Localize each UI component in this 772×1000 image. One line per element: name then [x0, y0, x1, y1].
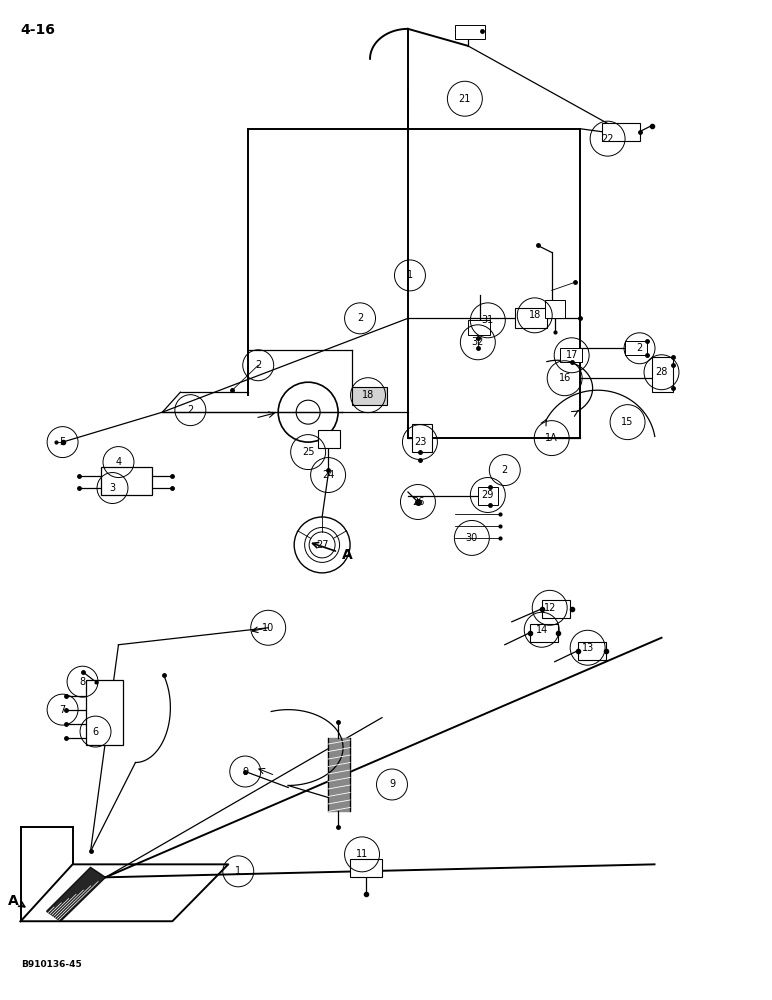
Polygon shape [328, 738, 350, 811]
FancyBboxPatch shape [530, 624, 557, 642]
Text: A: A [8, 894, 19, 908]
Text: 17: 17 [565, 350, 578, 360]
Text: 31: 31 [482, 315, 494, 325]
FancyBboxPatch shape [350, 859, 382, 877]
Text: 21: 21 [459, 94, 471, 104]
FancyBboxPatch shape [601, 123, 639, 141]
FancyBboxPatch shape [86, 680, 124, 745]
Text: 2: 2 [188, 405, 194, 415]
Text: 22: 22 [601, 134, 614, 144]
Text: 18: 18 [362, 390, 374, 400]
Text: 27: 27 [316, 540, 328, 550]
Text: A: A [342, 548, 353, 562]
FancyBboxPatch shape [352, 387, 387, 405]
Text: 10: 10 [262, 623, 274, 633]
Polygon shape [46, 867, 106, 921]
FancyBboxPatch shape [652, 357, 673, 392]
Text: 1A: 1A [545, 433, 558, 443]
Text: 3: 3 [110, 483, 116, 493]
Text: 30: 30 [466, 533, 478, 543]
Text: 16: 16 [559, 373, 571, 383]
Text: 8: 8 [80, 677, 86, 687]
Text: 15: 15 [621, 417, 634, 427]
Text: 11: 11 [356, 849, 368, 859]
Text: 1: 1 [235, 866, 242, 876]
FancyBboxPatch shape [100, 467, 152, 495]
FancyBboxPatch shape [468, 320, 489, 335]
Text: 2: 2 [357, 313, 363, 323]
Text: 2: 2 [255, 360, 262, 370]
Text: 29: 29 [482, 490, 494, 500]
FancyBboxPatch shape [560, 348, 581, 362]
Text: 28: 28 [655, 367, 668, 377]
FancyBboxPatch shape [542, 600, 570, 618]
Text: 2: 2 [636, 343, 642, 353]
FancyBboxPatch shape [545, 300, 564, 318]
Text: 9: 9 [242, 767, 249, 777]
Text: 2: 2 [502, 465, 508, 475]
FancyBboxPatch shape [515, 308, 547, 328]
Text: 12: 12 [543, 603, 556, 613]
Text: 4: 4 [116, 457, 121, 467]
Text: 25: 25 [302, 447, 314, 457]
Text: 32: 32 [472, 337, 484, 347]
Text: 5: 5 [59, 437, 66, 447]
Text: 24: 24 [322, 470, 334, 480]
Text: 13: 13 [581, 643, 594, 653]
Text: 7: 7 [59, 705, 66, 715]
Text: 14: 14 [536, 625, 548, 635]
Text: 23: 23 [414, 437, 426, 447]
FancyBboxPatch shape [318, 430, 340, 448]
Text: 18: 18 [529, 310, 541, 320]
FancyBboxPatch shape [625, 341, 646, 355]
FancyBboxPatch shape [455, 25, 485, 39]
Text: 26: 26 [411, 497, 424, 507]
Text: 6: 6 [93, 727, 99, 737]
FancyBboxPatch shape [478, 487, 498, 505]
Text: 9: 9 [389, 779, 395, 789]
FancyBboxPatch shape [412, 424, 432, 452]
Text: 4-16: 4-16 [21, 23, 56, 37]
FancyBboxPatch shape [577, 642, 605, 660]
Text: 1: 1 [407, 270, 413, 280]
Text: B910136-45: B910136-45 [21, 960, 81, 969]
